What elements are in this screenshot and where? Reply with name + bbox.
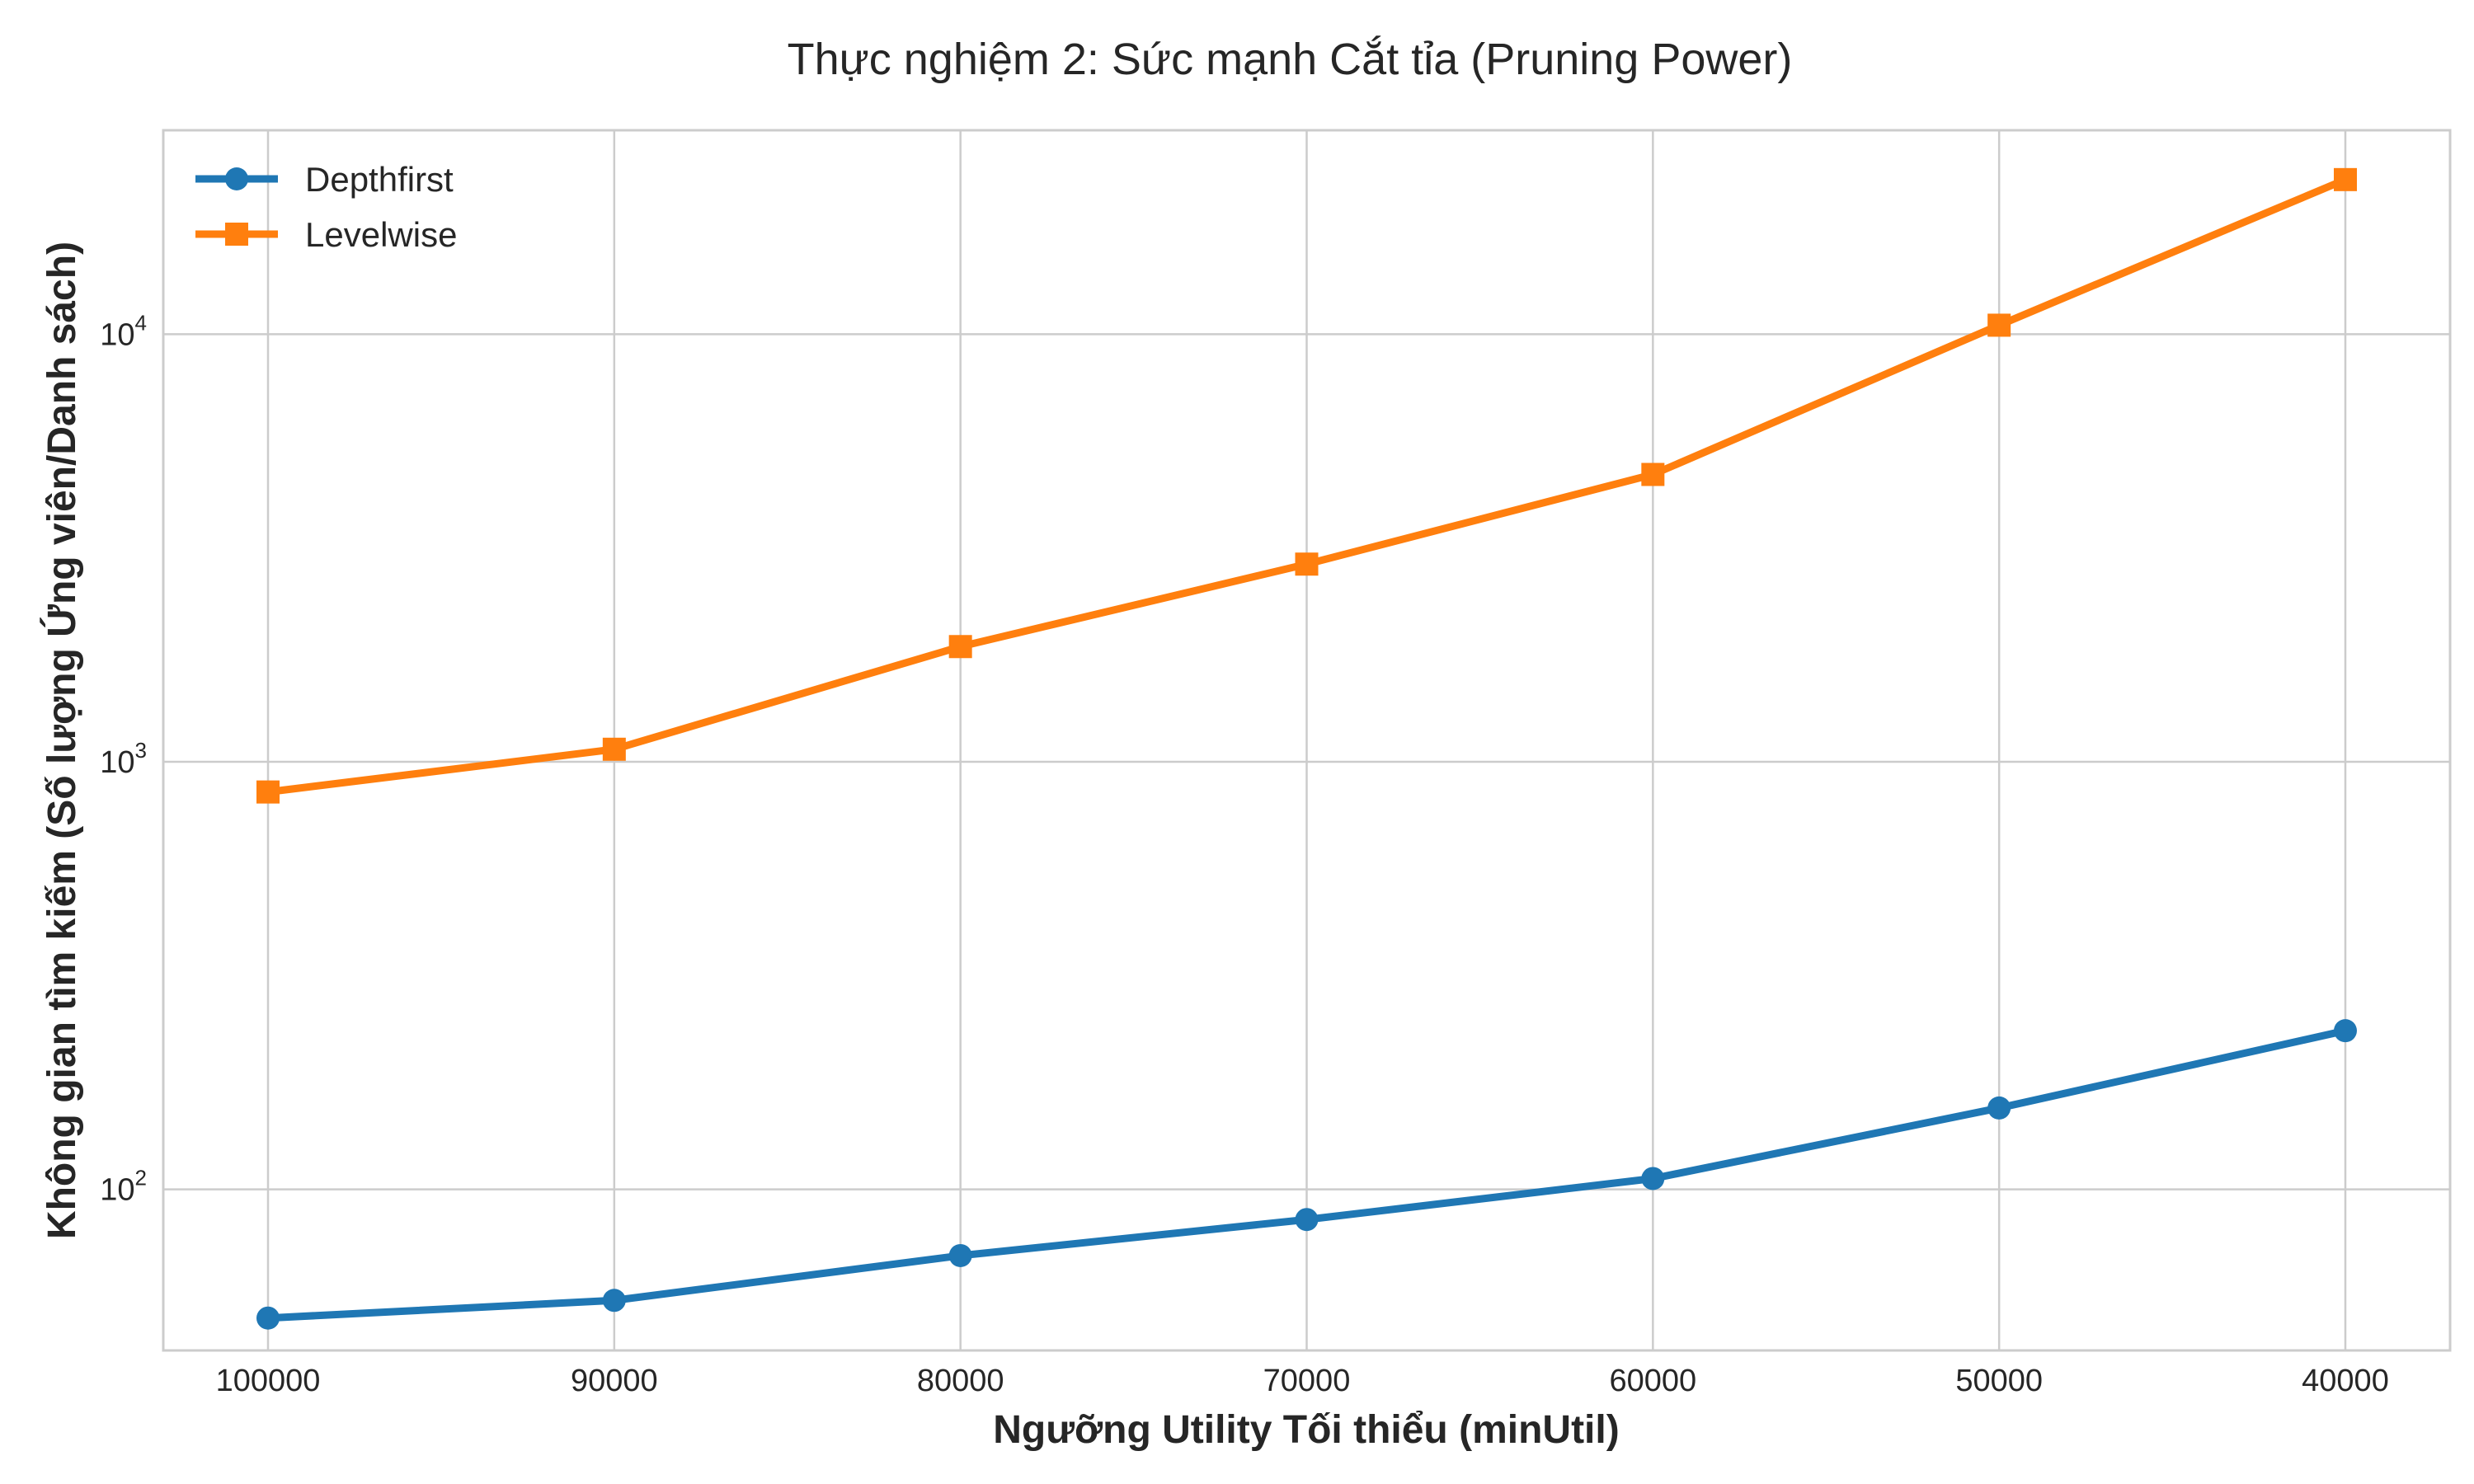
legend-label: Depthfirst: [305, 160, 454, 199]
x-tick-label: 70000: [1263, 1364, 1351, 1398]
series-depthfirst: [256, 1019, 2357, 1330]
x-axis-label: Ngưỡng Utility Tối thiểu (minUtil): [993, 1408, 1619, 1452]
data-point: [1641, 463, 1665, 486]
x-tick-label: 50000: [1955, 1364, 2043, 1398]
legend-marker: [225, 223, 248, 246]
data-point: [948, 1243, 972, 1267]
data-point: [602, 1289, 626, 1313]
y-axis-label: Không gian tìm kiếm (Số lượng Ứng viên/D…: [39, 242, 84, 1239]
x-tick-label: 90000: [571, 1364, 658, 1398]
data-point: [2334, 167, 2357, 191]
legend-label: Levelwise: [305, 215, 457, 254]
data-point: [1987, 313, 2011, 337]
legend-item-levelwise: Levelwise: [195, 215, 457, 254]
legend-marker: [225, 167, 248, 190]
plot-frame: [162, 129, 2452, 1352]
x-tick-label: 60000: [1609, 1364, 1696, 1398]
data-point: [256, 1306, 280, 1330]
series-layer: [256, 167, 2357, 1330]
data-point: [948, 635, 972, 659]
y-tick-label: 104: [100, 310, 147, 352]
series-levelwise: [256, 167, 2357, 804]
data-point: [1641, 1167, 1665, 1190]
data-point: [256, 780, 280, 804]
data-point: [1987, 1096, 2011, 1120]
x-axis-ticks: 100000 90000 80000 70000 60000 50000 40000: [216, 1364, 2389, 1398]
y-axis-ticks: 102 103 104: [100, 310, 147, 1207]
data-point: [2334, 1019, 2357, 1043]
y-tick-label: 103: [100, 738, 147, 780]
data-point: [602, 737, 626, 761]
legend: Depthfirst Levelwise: [195, 160, 457, 254]
x-tick-label: 100000: [216, 1364, 321, 1398]
x-tick-label: 40000: [2302, 1364, 2389, 1398]
chart-title: Thực nghiệm 2: Sức mạnh Cắt tỉa (Pruning…: [788, 35, 1793, 84]
data-point: [1295, 1208, 1319, 1232]
legend-item-depthfirst: Depthfirst: [195, 160, 454, 199]
data-point: [1295, 552, 1319, 576]
y-tick-label: 102: [100, 1166, 147, 1208]
x-tick-label: 80000: [917, 1364, 1004, 1398]
grid: [163, 130, 2450, 1350]
